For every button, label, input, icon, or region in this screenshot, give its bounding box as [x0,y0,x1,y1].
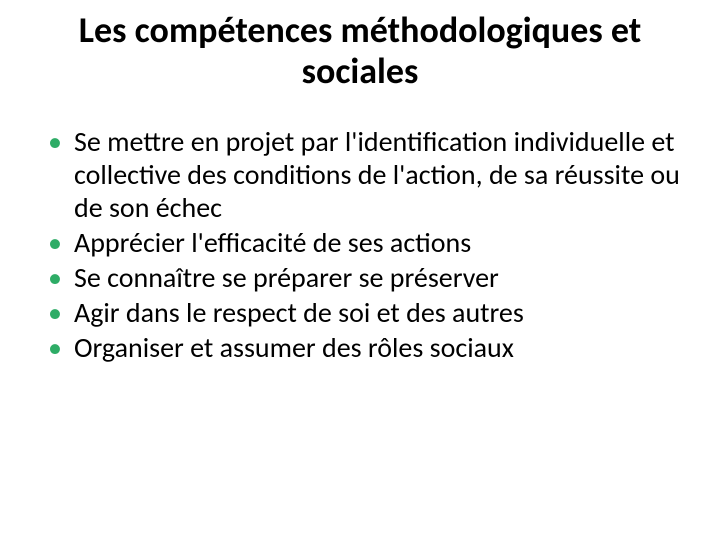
list-item: Se connaître se préparer se préserver [48,261,690,294]
list-item: Agir dans le respect de soi et des autre… [48,296,690,329]
list-item: Se mettre en projet par l'identification… [48,125,690,224]
list-item-text: Agir dans le respect de soi et des autre… [74,295,524,330]
list-item-text: Se mettre en projet par l'identification… [74,124,680,225]
list-item-text: Apprécier l'efficacité de ses actions [74,225,471,260]
bullet-list: Se mettre en projet par l'identification… [30,125,690,364]
slide: Les compétences méthodologiques et socia… [0,0,720,540]
list-item-text: Se connaître se préparer se préserver [74,260,499,295]
slide-title: Les compétences méthodologiques et socia… [30,10,690,93]
list-item-text: Organiser et assumer des rôles sociaux [74,330,514,365]
list-item: Apprécier l'efficacité de ses actions [48,226,690,259]
list-item: Organiser et assumer des rôles sociaux [48,331,690,364]
